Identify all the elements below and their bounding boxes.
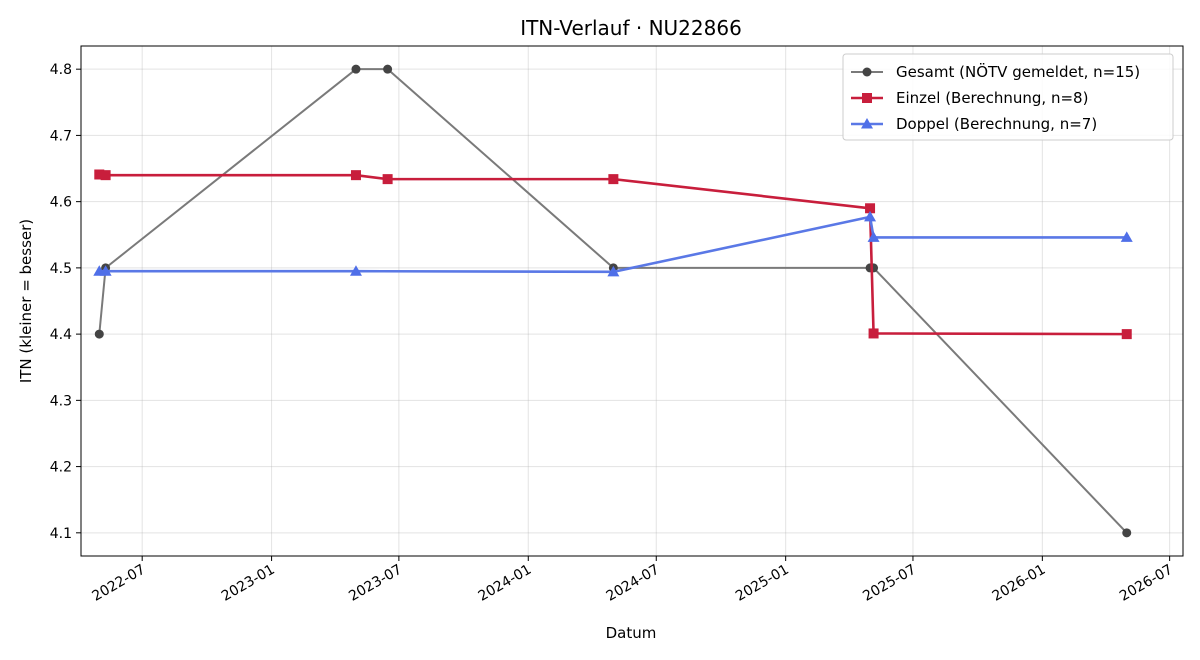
x-tick-label: 2026-01 xyxy=(990,562,1049,605)
y-tick-label: 4.6 xyxy=(50,195,72,211)
x-tick-label: 2025-01 xyxy=(733,562,792,605)
data-point-einzel xyxy=(1121,329,1132,340)
y-tick-label: 4.1 xyxy=(50,526,72,542)
chart-title: ITN-Verlauf · NU22866 xyxy=(520,16,742,40)
data-point-einzel xyxy=(608,174,619,185)
plot-frame xyxy=(80,45,1184,557)
data-point-doppel xyxy=(607,265,620,277)
legend-label-doppel: Doppel (Berechnung, n=7) xyxy=(896,115,1097,133)
data-point-einzel xyxy=(100,170,111,181)
legend-box xyxy=(842,53,1174,141)
series-einzel xyxy=(94,169,1132,340)
x-tick-label: 2024-01 xyxy=(476,562,535,605)
legend-label-gesamt: Gesamt (NÖTV gemeldet, n=15) xyxy=(896,62,1140,81)
series-doppel xyxy=(93,210,1133,277)
y-tick-label: 4.2 xyxy=(50,460,72,476)
data-point-einzel xyxy=(865,203,876,214)
y-tick-label: 4.7 xyxy=(50,128,72,144)
y-tick-label: 4.5 xyxy=(50,261,72,277)
x-tick-label: 2022-07 xyxy=(90,562,149,605)
data-point-gesamt xyxy=(383,64,393,74)
legend-marker-gesamt xyxy=(862,67,872,77)
legend: Gesamt (NÖTV gemeldet, n=15) Einzel (Bere… xyxy=(842,53,1174,141)
data-point-gesamt xyxy=(1122,528,1132,538)
data-point-gesamt xyxy=(94,329,104,339)
x-axis-label: Datum xyxy=(606,624,657,642)
data-point-doppel xyxy=(349,265,362,276)
x-tick-label: 2023-01 xyxy=(219,562,278,605)
legend-label-einzel: Einzel (Berechnung, n=8) xyxy=(896,89,1088,107)
data-point-gesamt xyxy=(351,64,361,74)
x-tick-label: 2024-07 xyxy=(604,562,663,605)
series-line-einzel xyxy=(99,173,1127,336)
data-point-einzel xyxy=(382,174,393,185)
legend-marker-doppel xyxy=(861,118,873,129)
series-layer xyxy=(93,64,1133,538)
y-tick-label: 4.3 xyxy=(50,393,72,409)
data-point-einzel xyxy=(94,169,105,180)
x-tick-label: 2025-07 xyxy=(860,562,919,605)
data-point-doppel xyxy=(1120,231,1133,242)
x-tick-label: 2023-07 xyxy=(346,562,405,605)
data-point-doppel xyxy=(867,231,880,242)
data-point-einzel xyxy=(868,328,879,339)
data-point-doppel xyxy=(864,210,877,222)
legend-marker-einzel xyxy=(862,93,872,103)
data-point-einzel xyxy=(350,170,361,181)
y-tick-label: 4.8 xyxy=(50,62,72,78)
data-point-doppel xyxy=(99,265,112,276)
x-tick-label: 2026-07 xyxy=(1117,562,1176,605)
y-tick-label: 4.4 xyxy=(50,327,72,343)
y-axis-label: ITN (kleiner = besser) xyxy=(17,219,35,383)
